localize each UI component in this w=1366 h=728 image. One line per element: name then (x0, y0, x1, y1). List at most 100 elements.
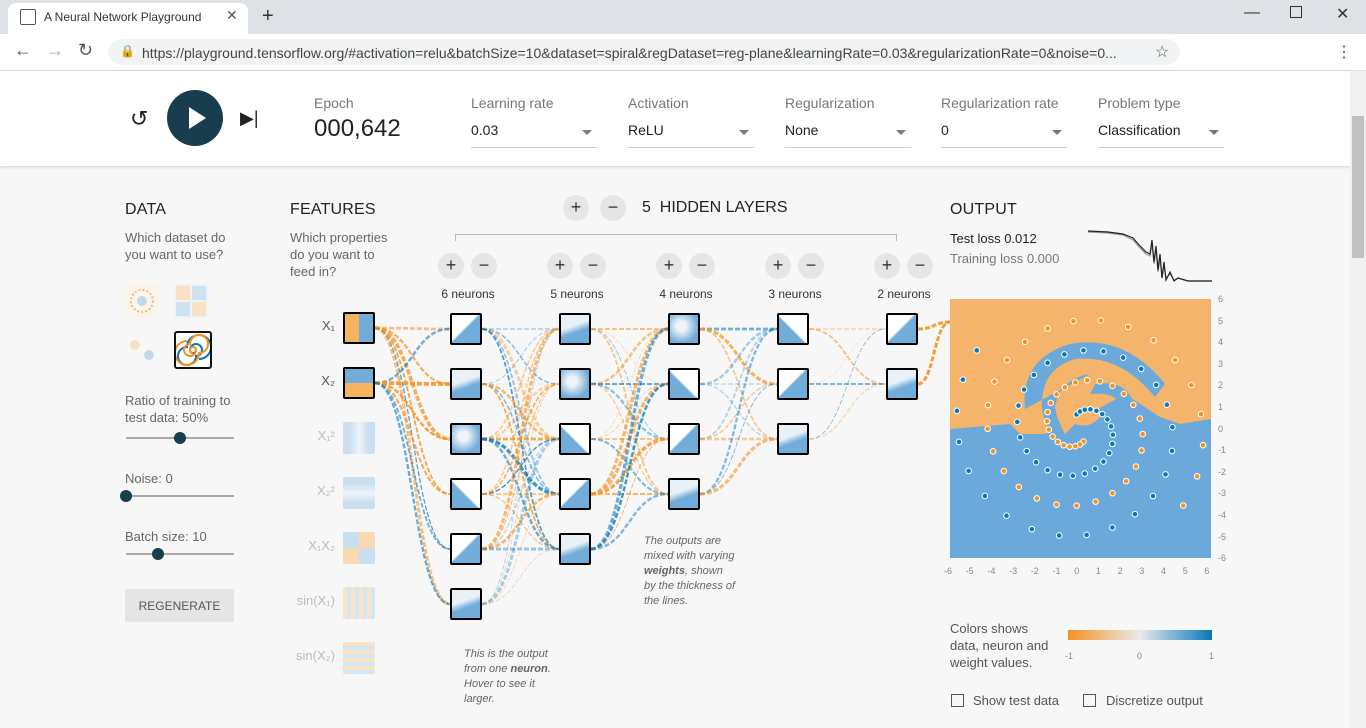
learning-rate-select[interactable]: 0.03 (471, 122, 597, 148)
weight-link[interactable] (699, 327, 778, 386)
weight-link[interactable] (699, 327, 778, 441)
weight-link[interactable] (590, 492, 669, 551)
neuron-l2-n2[interactable] (559, 368, 591, 400)
feature-x1x2-node[interactable] (343, 532, 375, 564)
neuron-l1-n6[interactable] (450, 588, 482, 620)
weight-link[interactable] (481, 382, 560, 441)
browser-tab[interactable] (8, 3, 248, 34)
batch-slider[interactable] (126, 553, 234, 555)
forward-icon[interactable]: → (46, 40, 64, 60)
neuron-l2-n4[interactable] (559, 478, 591, 510)
neuron-l3-n2[interactable] (668, 368, 700, 400)
activation-select[interactable]: ReLU (628, 122, 754, 148)
weight-link[interactable] (699, 383, 778, 495)
play-button[interactable] (167, 90, 223, 146)
weight-link[interactable] (590, 438, 669, 550)
dataset-circle-thumbnail[interactable] (125, 284, 159, 318)
neuron-l2-n1[interactable] (559, 313, 591, 345)
step-icon[interactable]: ▶| (240, 108, 259, 128)
dataset-gauss-thumbnail[interactable] (125, 333, 159, 367)
neuron-l5-n2[interactable] (886, 368, 918, 400)
neuron-l1-n5[interactable] (450, 533, 482, 565)
weight-link[interactable] (481, 492, 560, 551)
weight-link[interactable] (590, 327, 669, 386)
weight-link[interactable] (374, 382, 451, 550)
add-neuron-button-layer5[interactable]: + (874, 253, 900, 279)
weight-link[interactable] (808, 328, 887, 385)
address-bar[interactable] (108, 39, 1180, 65)
weight-link[interactable] (481, 328, 560, 385)
feature-sin-x1-node[interactable] (343, 587, 375, 619)
weight-link[interactable] (699, 383, 778, 440)
neuron-l5-n1[interactable] (886, 313, 918, 345)
feature-x1-node[interactable] (343, 312, 375, 344)
neuron-l1-n1[interactable] (450, 313, 482, 345)
output-link[interactable] (917, 320, 951, 386)
weight-link[interactable] (808, 328, 887, 440)
weight-link[interactable] (590, 327, 669, 551)
feature-x2-node[interactable] (343, 367, 375, 399)
dataset-spiral-thumbnail[interactable] (174, 331, 212, 369)
neuron-l4-n1[interactable] (777, 313, 809, 345)
weight-link[interactable] (808, 328, 887, 385)
add-neuron-button-layer3[interactable]: + (656, 253, 682, 279)
dataset-xor-thumbnail[interactable] (174, 284, 208, 318)
neuron-l4-n2[interactable] (777, 368, 809, 400)
batch-slider-knob[interactable] (152, 548, 165, 560)
minimize-icon[interactable]: — (1244, 4, 1260, 21)
weight-link[interactable] (699, 437, 778, 496)
neuron-l2-n5[interactable] (559, 533, 591, 565)
add-layer-button[interactable]: + (563, 195, 589, 221)
add-neuron-button-layer4[interactable]: + (765, 253, 791, 279)
reset-icon[interactable]: ↺ (130, 106, 149, 131)
browser-menu-icon[interactable]: ⋮ (1336, 44, 1352, 61)
add-neuron-button-layer1[interactable]: + (438, 253, 464, 279)
weight-link[interactable] (808, 383, 887, 440)
remove-neuron-button-layer2[interactable]: − (580, 253, 606, 279)
neuron-l2-n3[interactable] (559, 423, 591, 455)
weight-link[interactable] (481, 382, 560, 441)
weight-link[interactable] (481, 548, 560, 605)
scrollbar-thumb[interactable] (1352, 116, 1364, 258)
weight-link[interactable] (481, 327, 560, 441)
remove-neuron-button-layer3[interactable]: − (689, 253, 715, 279)
weight-link[interactable] (481, 328, 560, 385)
add-neuron-button-layer2[interactable]: + (547, 253, 573, 279)
weight-link[interactable] (481, 328, 560, 605)
tab-close-icon[interactable]: ✕ (226, 7, 238, 23)
window-close-icon[interactable]: ✕ (1336, 6, 1350, 23)
noise-slider[interactable] (126, 495, 234, 497)
feature-x2-squared-node[interactable] (343, 477, 375, 509)
neuron-l3-n1[interactable] (668, 313, 700, 345)
regenerate-button[interactable]: REGENERATE (125, 589, 234, 622)
regularization-rate-select[interactable]: 0 (941, 122, 1067, 148)
weight-link[interactable] (481, 493, 560, 605)
remove-neuron-button-layer1[interactable]: − (471, 253, 497, 279)
weight-link[interactable] (699, 327, 778, 496)
ratio-slider-knob[interactable] (174, 432, 186, 444)
weight-link[interactable] (374, 381, 451, 606)
output-link[interactable] (917, 320, 951, 331)
remove-neuron-button-layer4[interactable]: − (798, 253, 824, 279)
weight-link[interactable] (374, 327, 451, 385)
neuron-l3-n4[interactable] (668, 478, 700, 510)
weight-link[interactable] (481, 328, 560, 440)
weight-link[interactable] (374, 326, 451, 331)
neuron-l1-n4[interactable] (450, 478, 482, 510)
problem-type-select[interactable]: Classification (1098, 122, 1224, 148)
neuron-l1-n3[interactable] (450, 423, 482, 455)
show-test-data-checkbox[interactable] (951, 694, 964, 707)
bookmark-star-icon[interactable]: ☆ (1155, 44, 1170, 61)
feature-x1-squared-node[interactable] (343, 422, 375, 454)
weight-link[interactable] (699, 327, 778, 386)
weight-link[interactable] (374, 381, 451, 386)
weight-link[interactable] (374, 381, 451, 441)
new-tab-icon[interactable]: + (262, 5, 274, 27)
weight-link[interactable] (481, 383, 560, 550)
url-text[interactable]: https://playground.tensorflow.org/#activ… (142, 45, 1117, 61)
weight-link[interactable] (481, 437, 560, 606)
feature-sin-x2-node[interactable] (343, 642, 375, 674)
regularization-select[interactable]: None (785, 122, 911, 148)
back-icon[interactable]: ← (14, 40, 32, 60)
weight-link[interactable] (374, 381, 451, 496)
